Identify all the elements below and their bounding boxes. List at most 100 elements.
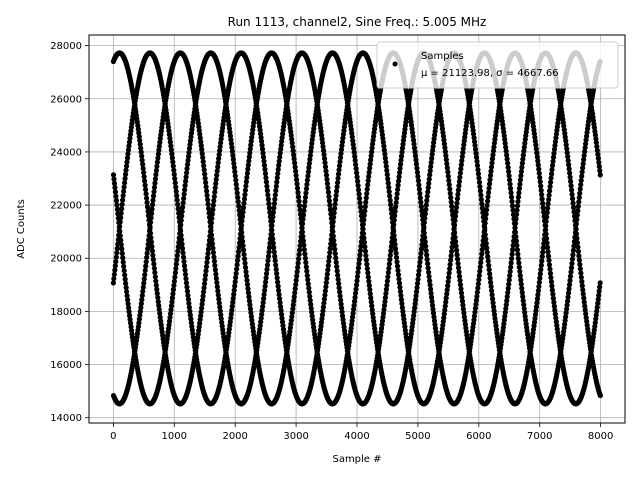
sample-point <box>138 304 144 311</box>
sample-point <box>514 203 521 209</box>
sample-point <box>505 289 511 296</box>
sample-point <box>457 277 463 284</box>
sample-point <box>140 161 146 167</box>
sample-point <box>448 195 454 201</box>
sample-point <box>448 253 454 259</box>
sample-point <box>544 210 550 216</box>
sample-point <box>398 157 404 163</box>
sample-point <box>262 279 269 285</box>
sample-point <box>517 268 523 275</box>
sample-point <box>172 180 178 186</box>
sample-point <box>539 192 545 198</box>
sample-point <box>456 178 462 185</box>
sample-point <box>204 192 210 199</box>
x-axis-label: Sample # <box>332 454 381 465</box>
sample-point <box>387 252 393 258</box>
sample-point <box>451 225 457 231</box>
sample-point <box>595 151 601 157</box>
sample-point <box>180 204 186 210</box>
sample-point <box>513 216 519 222</box>
sample-point <box>485 194 491 200</box>
sample-point <box>471 317 477 323</box>
sample-point <box>244 277 250 283</box>
sample-point <box>259 307 265 314</box>
sample-point <box>386 261 392 267</box>
sample-point <box>489 156 496 162</box>
sample-point <box>513 211 520 218</box>
sample-point <box>111 276 117 282</box>
sample-point <box>446 270 452 276</box>
sample-point <box>261 291 267 298</box>
sample-point <box>248 142 254 148</box>
sample-point <box>388 248 394 254</box>
sample-point <box>482 227 488 233</box>
sample-point <box>365 274 371 280</box>
sample-point <box>154 163 160 169</box>
sample-point <box>335 276 341 283</box>
sample-point <box>265 253 272 259</box>
sample-point <box>412 305 418 311</box>
sample-point <box>229 144 235 151</box>
sample-point <box>502 309 508 316</box>
x-tick-label: 4000 <box>344 431 369 442</box>
sample-point <box>272 253 278 259</box>
sample-point <box>428 290 434 296</box>
sample-point <box>447 266 453 272</box>
sample-point <box>351 302 357 308</box>
sample-point <box>460 306 467 312</box>
sample-point <box>119 246 125 252</box>
sample-point <box>198 143 204 149</box>
sample-point <box>515 194 522 200</box>
sample-point <box>476 277 482 283</box>
sample-point <box>479 246 485 253</box>
sample-point <box>186 149 192 155</box>
sample-point <box>444 165 450 171</box>
sample-point <box>393 204 399 210</box>
sample-point <box>296 202 303 209</box>
sample-point <box>578 270 584 276</box>
sample-point <box>396 276 402 282</box>
sample-point <box>383 290 389 297</box>
sample-point <box>125 297 131 303</box>
sample-point <box>536 170 542 176</box>
sample-point <box>581 157 587 163</box>
sample-point <box>139 297 145 303</box>
sample-point <box>428 163 434 170</box>
sample-point <box>417 255 424 261</box>
sample-point <box>569 256 576 262</box>
sample-point <box>295 194 302 200</box>
sample-point <box>354 273 361 280</box>
sample-point <box>263 179 270 185</box>
sample-point <box>547 183 553 190</box>
sample-point <box>246 154 252 160</box>
sample-point <box>228 315 234 321</box>
sample-point <box>427 172 433 178</box>
sample-point <box>355 187 362 193</box>
sample-point <box>297 207 303 213</box>
sample-point <box>426 176 432 182</box>
sample-point <box>292 160 298 166</box>
sample-point <box>296 198 302 204</box>
sample-point <box>514 242 520 249</box>
legend-stat-label: μ = 21123.98, σ = 4667.66 <box>421 68 559 79</box>
sample-point <box>540 245 546 251</box>
sample-point <box>445 173 451 179</box>
sample-point <box>326 198 333 204</box>
sample-point <box>303 186 310 192</box>
sample-point <box>296 256 302 262</box>
sample-point <box>259 146 266 152</box>
sample-point <box>366 282 372 289</box>
sample-point <box>230 156 236 162</box>
sample-point <box>516 185 523 192</box>
sample-point <box>539 196 545 202</box>
sample-point <box>304 272 310 279</box>
sample-point <box>568 178 574 185</box>
sample-point <box>508 260 514 266</box>
sample-point <box>504 293 510 300</box>
sample-point <box>268 231 274 238</box>
sample-point <box>292 290 298 296</box>
sample-point <box>236 203 242 209</box>
sample-point <box>582 145 588 151</box>
sample-point <box>415 276 421 282</box>
sample-point <box>174 252 180 259</box>
